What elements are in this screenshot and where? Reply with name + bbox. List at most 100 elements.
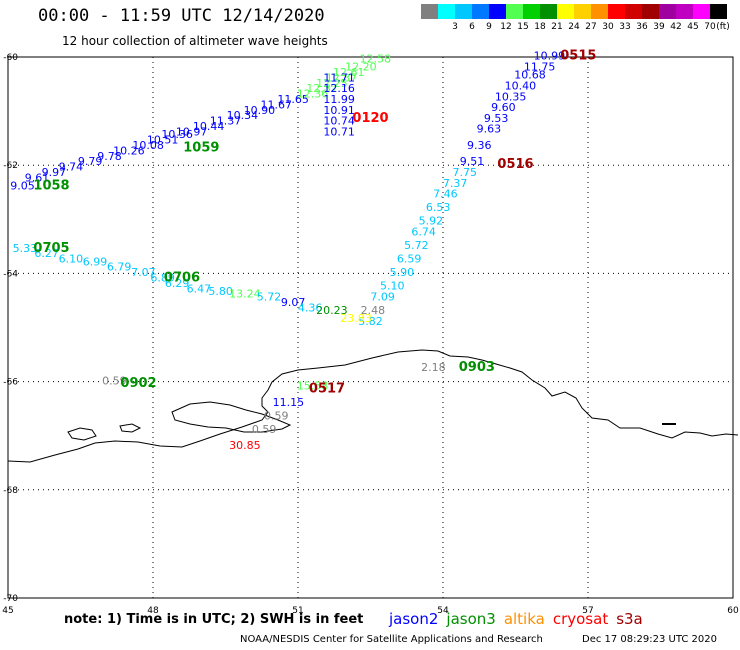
satellite-legend: jason2 jason3 altika cryosat s3a (389, 610, 651, 628)
wave-height-value: 9.60 (491, 101, 516, 114)
wave-height-value: 6.59 (397, 253, 422, 266)
wave-height-value: 11.67 (261, 98, 293, 111)
legend-swatch (608, 4, 625, 19)
wave-height-value: 5.10 (380, 280, 405, 293)
wave-height-value: 7.75 (453, 166, 478, 179)
wave-height-value: 10.44 (193, 120, 225, 133)
wave-height-value: 11.75 (524, 61, 556, 74)
legend-swatch (472, 4, 489, 19)
wave-height-value: 5.80 (208, 285, 233, 298)
wave-height-value: 0.59 (252, 423, 277, 436)
wave-height-value: 10.26 (113, 144, 145, 157)
satellite-label-s3a: s3a (616, 610, 643, 628)
wave-height-value: 9.78 (97, 150, 122, 163)
satellite-label-jason2: jason2 (389, 610, 439, 628)
island-outline (119, 423, 142, 433)
page-title: 00:00 - 11:59 UTC 12/14/2020 (38, 6, 325, 26)
legend-swatch (523, 4, 540, 19)
wave-height-value: 10.51 (147, 134, 179, 147)
wave-height-value: 11.15 (273, 396, 305, 409)
wave-height-value: 30.85 (229, 439, 261, 452)
x-tick-label: 45 (2, 606, 13, 616)
wave-height-value: 9.36 (467, 139, 492, 152)
pass-time-label: 0903 (459, 360, 495, 375)
satellite-label-jason3: jason3 (446, 610, 496, 628)
legend-swatch (506, 4, 523, 19)
wave-height-value: 12.58 (360, 52, 392, 65)
y-tick-label: -60 (3, 53, 18, 63)
wave-height-value: 5.90 (390, 266, 415, 279)
legend-swatch (574, 4, 591, 19)
wave-height-value: 2.18 (421, 361, 446, 374)
legend-tick-label: 45 (687, 22, 699, 32)
legend-tick-label: 33 (619, 22, 631, 32)
legend-swatch (438, 4, 455, 19)
legend-tick-label: 12 (500, 22, 512, 32)
pass-time-label: 1059 (183, 141, 219, 156)
wave-height-value: 10.74 (323, 115, 355, 128)
legend-tick-label: 24 (568, 22, 580, 32)
wave-height-value: 9.51 (460, 155, 485, 168)
color-legend: 3 6 9 12 15 18 21 24 27 30 33 36 39 42 45 70 (ft) (421, 4, 730, 34)
antarctic-coastline (7, 349, 739, 463)
legend-tick-label: 39 (653, 22, 665, 32)
pass-time-label: 0516 (497, 157, 533, 172)
wave-height-value: 9.97 (42, 166, 67, 179)
wave-height-value: 6.89 (150, 272, 175, 285)
legend-tick-label: 27 (585, 22, 597, 32)
wave-height-value: 6.29 (165, 277, 190, 290)
wave-height-value: 10.34 (227, 109, 259, 122)
wave-height-value: 7.46 (433, 188, 458, 201)
wave-height-value: 12.36 (297, 88, 329, 101)
page-subtitle: 12 hour collection of altimeter wave hei… (62, 34, 328, 48)
plot-frame (7, 56, 734, 599)
wave-height-value: 12.61 (333, 66, 365, 79)
wave-height-value: 6.99 (83, 255, 108, 268)
legend-swatch (693, 4, 710, 19)
legend-tick-label: 21 (551, 22, 563, 32)
wave-height-value: 5.72 (404, 239, 429, 252)
y-tick-label: -64 (3, 269, 18, 279)
island-outline (67, 427, 97, 441)
wave-height-value: 5.92 (419, 215, 444, 228)
wave-height-value: 11.65 (277, 93, 309, 106)
wave-height-value: 0.59 (264, 409, 289, 422)
wave-height-value: 0.59 (102, 374, 127, 387)
wave-height-value: 7.37 (443, 177, 468, 190)
wave-height-value: 6.74 (411, 226, 436, 239)
wave-height-value: 11.99 (323, 93, 355, 106)
wave-height-value: 10.35 (495, 90, 527, 103)
legend-swatch (557, 4, 574, 19)
legend-tick-label: 70 (704, 22, 716, 32)
legend-swatch (659, 4, 676, 19)
wave-height-value: 11.71 (323, 71, 355, 84)
x-tick-label: 60 (727, 606, 739, 616)
wave-height-value: 9.74 (59, 161, 84, 174)
x-tick-label: 51 (292, 606, 303, 616)
axis-labels: 45 48 51 54 57 60 -60 -62 -64 -66 -68 -70 (2, 53, 739, 616)
wave-height-value: 7.09 (370, 290, 395, 303)
wave-height-value: 23.83 (340, 312, 372, 325)
legend-swatch (455, 4, 472, 19)
wave-height-value: 10.90 (244, 104, 276, 117)
wave-height-value: 9.63 (477, 123, 502, 136)
wave-height-value: 10.68 (514, 69, 546, 82)
legend-tick-label: 42 (670, 22, 682, 32)
footer-note: note: 1) Time is in UTC; 2) SWH is in fe… (64, 612, 364, 627)
pass-time-label: 0706 (164, 271, 200, 286)
wave-height-value: 6.10 (59, 253, 84, 266)
pass-time-label: 0517 (309, 381, 345, 396)
wave-height-value: 10.71 (323, 125, 355, 138)
wave-height-value: 9.07 (281, 296, 306, 309)
wave-height-value: 2.48 (361, 304, 386, 317)
data-points: 9.059.619.979.749.799.7810.2610.0810.511… (10, 50, 565, 453)
legend-tick-label: 9 (486, 22, 492, 32)
wave-height-value: 6.47 (187, 282, 212, 295)
pass-time-label: 0515 (560, 49, 596, 64)
wave-height-value: 12.37 (306, 82, 338, 95)
wave-height-value: 9.79 (78, 155, 103, 168)
wave-height-value: 12.25 (316, 77, 348, 90)
pass-time-label: 0902 (120, 376, 156, 391)
legend-tick-label: 3 (452, 22, 458, 32)
